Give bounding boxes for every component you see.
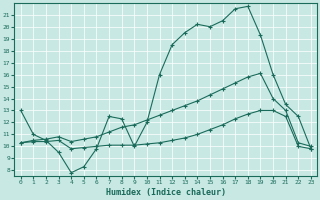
X-axis label: Humidex (Indice chaleur): Humidex (Indice chaleur) [106,188,226,197]
